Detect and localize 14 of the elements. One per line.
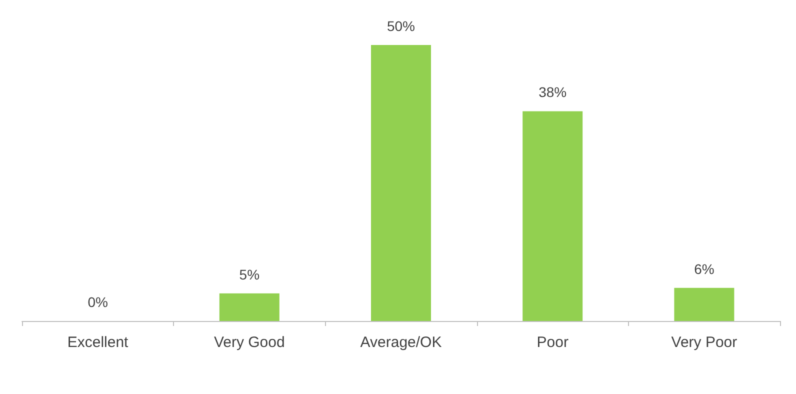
data-label: 5% (239, 266, 260, 282)
x-tick-label: Average/OK (360, 334, 442, 351)
bar (371, 45, 431, 321)
data-label: 0% (88, 294, 108, 310)
data-label: 50% (386, 18, 416, 34)
bar (522, 111, 583, 321)
x-tick-label: Very Good (214, 334, 285, 351)
bar (674, 288, 734, 321)
x-tick-label: Excellent (67, 334, 130, 351)
bar (219, 293, 280, 321)
data-label: 6% (694, 260, 714, 277)
x-tick-label: Very Poor (671, 334, 738, 351)
x-tick-label: Poor (536, 334, 568, 351)
data-label: 38% (538, 84, 567, 100)
